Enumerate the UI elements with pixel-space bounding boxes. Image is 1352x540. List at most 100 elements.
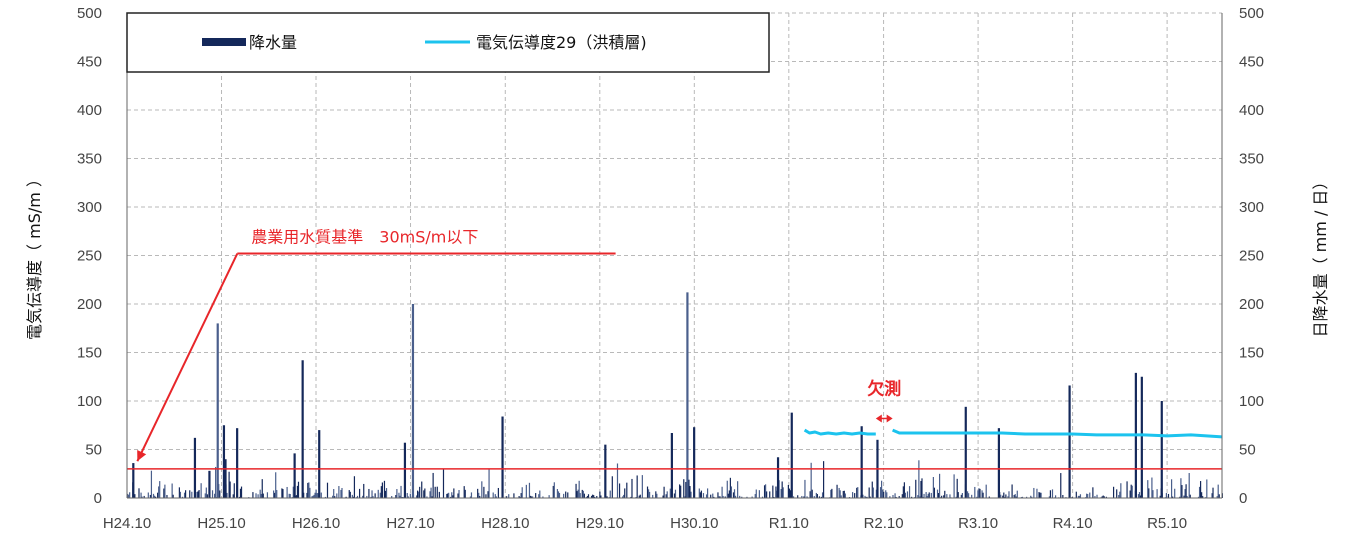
rain-bar [700, 490, 702, 498]
rain-bar [967, 493, 970, 498]
rain-bar [469, 496, 472, 498]
rain-bar [211, 490, 214, 498]
rain-bar [307, 482, 309, 498]
rain-bar [698, 488, 700, 498]
rain-bar [639, 494, 641, 498]
rain-bar [782, 487, 784, 498]
rain-bar [506, 496, 508, 498]
rain-bar [1038, 492, 1040, 498]
rain-bar [844, 493, 846, 498]
y-tick-left: 400 [77, 102, 102, 119]
rain-bar [938, 473, 941, 498]
rain-bar [655, 491, 657, 498]
rain-bar [809, 491, 811, 498]
rain-bar [426, 496, 428, 498]
rain-bar [764, 484, 767, 498]
rain-bar [1129, 490, 1131, 498]
rain-bar [1092, 487, 1094, 498]
rain-bar [552, 485, 554, 498]
rain-bar [183, 492, 186, 498]
rain-bar [262, 493, 264, 498]
rain-bar [1212, 487, 1214, 498]
rain-bar [481, 481, 483, 498]
rain-bar [197, 491, 199, 498]
rain-bar [383, 480, 386, 498]
rain-bar [674, 489, 677, 498]
rain-bar [724, 496, 726, 498]
rain-bar [982, 492, 984, 498]
x-tick: R4.10 [1053, 515, 1093, 532]
rain-bar [906, 491, 909, 498]
rain-bar [813, 496, 815, 498]
rain-bar [811, 489, 813, 498]
rain-bar [818, 496, 821, 498]
rain-bar [1179, 496, 1181, 498]
rain-bar [727, 493, 729, 498]
rain-bar [149, 494, 151, 498]
rain-bar [184, 490, 187, 498]
rain-bar [313, 494, 315, 498]
rain-bar [451, 492, 453, 498]
rain-bar [1048, 496, 1050, 498]
rain-bar [1159, 495, 1161, 498]
legend: 降水量 電気伝導度29（洪積層) [126, 12, 770, 73]
rain-bar [380, 486, 382, 498]
rain-bar [582, 490, 584, 498]
standard-arrow-head [137, 449, 147, 462]
rain-bar [1156, 489, 1158, 498]
rain-bar [820, 496, 823, 498]
rain-bar [578, 480, 580, 498]
rain-bar [1138, 492, 1141, 498]
rain-bar [1075, 491, 1077, 498]
rain-bar [737, 481, 739, 498]
rain-bar [494, 494, 496, 498]
rain-bar [609, 490, 611, 498]
rain-bar [274, 492, 276, 498]
rain-bar [518, 496, 520, 498]
legend-conductivity-label: 電気伝導度29（洪積層) [476, 33, 647, 52]
rain-bar [320, 492, 322, 498]
rain-bar-peak [501, 416, 504, 498]
rain-bar [1102, 495, 1104, 498]
rain-bar [191, 491, 193, 498]
rain-bar [282, 489, 284, 498]
rain-bar [1183, 495, 1185, 498]
rain-bar [669, 488, 671, 498]
rain-bar [1197, 496, 1200, 498]
rain-bar [377, 489, 379, 498]
rain-bar-peak [318, 430, 321, 498]
rain-bar [487, 491, 489, 498]
rain-bar [513, 493, 515, 498]
rain-bar [851, 492, 854, 498]
rain-bar [838, 487, 840, 498]
rain-bar-peak [670, 433, 673, 498]
rain-bar [259, 489, 261, 498]
rain-bar [1101, 496, 1103, 498]
rain-bar [275, 472, 277, 498]
rain-bar [710, 494, 712, 498]
rain-bar [596, 496, 598, 498]
rain-bar [429, 491, 431, 498]
rain-bar [336, 493, 338, 498]
rain-bar [530, 496, 533, 498]
rain-bar [1151, 477, 1153, 498]
rain-bar [370, 496, 372, 498]
rain-bar [257, 494, 259, 498]
rain-bar-peak [776, 457, 780, 498]
rain-bar [470, 492, 473, 498]
rain-bar [479, 495, 481, 498]
x-tick: H30.10 [670, 515, 718, 532]
rain-bar [1030, 495, 1032, 498]
rain-bar [226, 492, 228, 498]
rain-bar [463, 486, 465, 498]
y-tick-left: 0 [94, 490, 102, 507]
rain-bar [488, 468, 490, 498]
rain-bar [822, 461, 825, 498]
y-axis-left-title: 電気伝導度（ mS/m ） [25, 171, 44, 340]
rain-bar [1174, 488, 1176, 498]
rain-bar [904, 492, 907, 498]
missing-label: 欠測 [867, 378, 901, 399]
rain-bar [240, 486, 243, 498]
rain-bar [1198, 486, 1201, 498]
rain-bar [158, 486, 160, 498]
